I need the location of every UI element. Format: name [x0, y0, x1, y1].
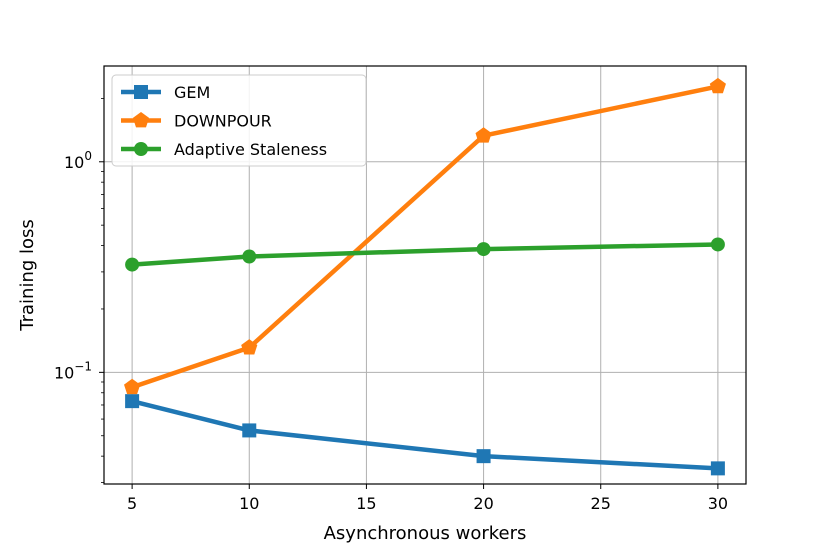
x-tick-label: 10 [239, 494, 259, 513]
x-tick-label: 20 [473, 494, 493, 513]
series-gem [125, 394, 725, 476]
y-tick-label: 100 [64, 149, 92, 172]
x-tick-label: 30 [708, 494, 728, 513]
axis-ticks: 5 10 15 20 25 30 10−1 100 [54, 97, 728, 513]
legend: GEM DOWNPOUR Adaptive Staleness [111, 74, 367, 167]
x-axis-label: Asynchronous workers [324, 523, 527, 544]
data-point-downpour [475, 127, 492, 143]
series-adaptive-staleness [125, 237, 725, 272]
series-layer [124, 77, 726, 476]
data-point-downpour [241, 339, 258, 355]
x-tick-label: 15 [356, 494, 376, 513]
series-line-gem [131, 398, 718, 471]
legend-label: Adaptive Staleness [174, 140, 327, 159]
data-point-adaptive-staleness [242, 249, 257, 264]
data-point-adaptive-staleness [476, 242, 491, 257]
series-downpour [124, 77, 726, 395]
plot-frame [103, 65, 747, 485]
series-line-downpour [131, 84, 719, 390]
legend-box [111, 74, 367, 167]
data-point-adaptive-staleness [710, 237, 725, 252]
data-point-gem [125, 394, 140, 409]
x-tick-label: 25 [591, 494, 611, 513]
series-line-adaptive-staleness [131, 242, 718, 267]
legend-label: DOWNPOUR [174, 112, 272, 131]
x-tick-label: 5 [127, 494, 137, 513]
data-point-gem [476, 449, 491, 464]
data-point-gem [710, 461, 725, 476]
legend-marker [132, 112, 150, 128]
data-point-adaptive-staleness [125, 257, 140, 272]
y-axis-label: Training loss [17, 219, 38, 332]
legend-marker [134, 142, 148, 156]
data-point-gem [242, 423, 257, 438]
legend-marker [134, 85, 148, 99]
legend-entry-downpour: DOWNPOUR [121, 112, 272, 131]
legend-entry-gem: GEM [121, 83, 210, 102]
y-tick-label: 10−1 [54, 359, 92, 382]
data-point-downpour [124, 378, 141, 395]
data-point-downpour [709, 77, 726, 94]
legend-label: GEM [174, 83, 210, 102]
legend-entry-adaptive-staleness: Adaptive Staleness [121, 140, 327, 159]
